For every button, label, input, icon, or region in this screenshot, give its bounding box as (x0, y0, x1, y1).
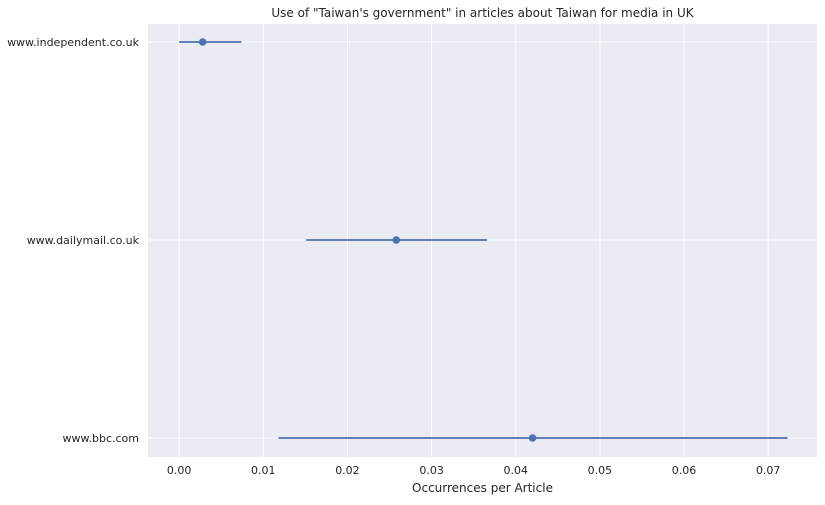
x-axis-label: Occurrences per Article (412, 481, 553, 495)
data-marks (179, 38, 788, 442)
x-tick-label: 0.01 (251, 464, 276, 477)
data-point (528, 434, 537, 442)
x-tick-label: 0.00 (167, 464, 192, 477)
x-tick-label: 0.07 (756, 464, 781, 477)
x-tick-label: 0.02 (335, 464, 360, 477)
x-tick-label: 0.06 (672, 464, 697, 477)
tick-labels: 0.00 0.01 0.02 0.03 0.04 0.05 0.06 0.07 www.inde… (7, 36, 780, 477)
y-tick-label: www.independent.co.uk (7, 36, 140, 49)
x-tick-label: 0.05 (588, 464, 613, 477)
y-tick-label: www.dailymail.co.uk (27, 234, 140, 247)
x-tick-label: 0.04 (503, 464, 528, 477)
data-point (198, 38, 207, 46)
y-tick-label: www.bbc.com (63, 432, 139, 445)
data-point (392, 236, 401, 244)
x-tick-label: 0.03 (419, 464, 444, 477)
chart-title: Use of "Taiwan's government" in articles… (271, 6, 694, 20)
